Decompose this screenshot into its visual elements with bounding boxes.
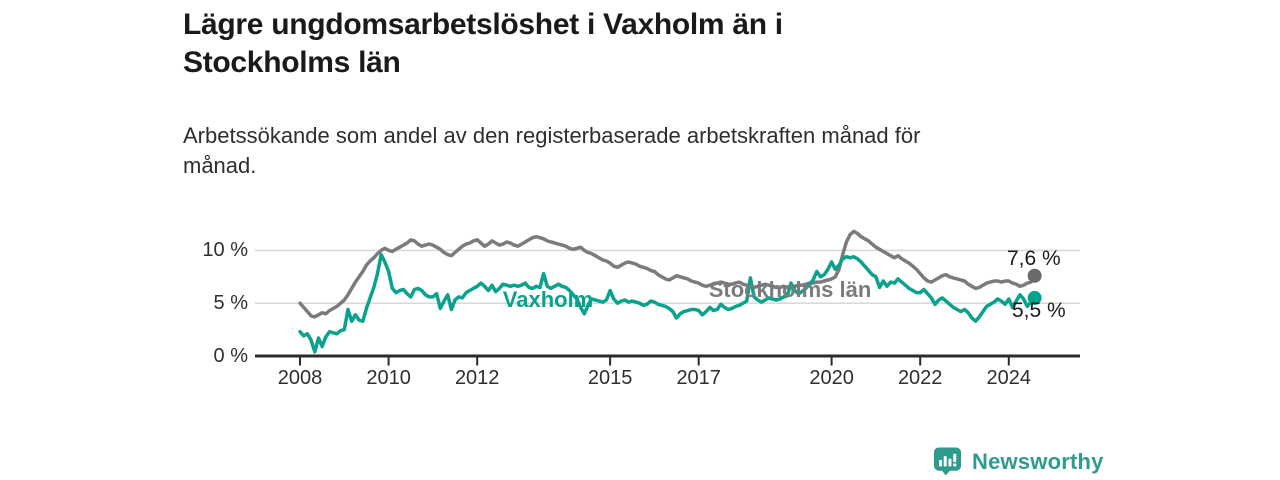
newsworthy-logo[interactable]: Newsworthy xyxy=(932,446,1104,477)
series-end-dot-stockholms-lan xyxy=(1027,268,1042,283)
series-label-vaxholm: Vaxholm xyxy=(502,287,594,312)
page-subtitle: Arbetssökande som andel av den registerb… xyxy=(183,123,921,178)
series-line-stockholms-lan xyxy=(298,229,1037,319)
end-value-vaxholm: 5,5 % xyxy=(1012,299,1066,322)
series-line-vaxholm xyxy=(298,252,1037,354)
page-title: Lägre ungdomsarbetslöshet i Vaxholm än i… xyxy=(183,8,783,79)
x-axis-tick-label: 2008 xyxy=(277,367,323,389)
y-axis-tick-label: 5 % xyxy=(213,292,248,315)
x-axis-tick-label: 2020 xyxy=(809,367,854,389)
y-axis-tick-label: 10 % xyxy=(202,239,248,262)
brand-name: Newsworthy xyxy=(972,448,1104,474)
x-axis-tick-label: 2010 xyxy=(366,367,411,389)
x-axis-tick-label: 2017 xyxy=(676,367,721,389)
y-axis-tick-label: 0 % xyxy=(213,345,248,367)
bar-chart-speech-bubble-icon xyxy=(933,447,962,476)
series-end-dot-vaxholm xyxy=(1027,290,1042,305)
end-value-stockholms-lan: 7,6 % xyxy=(1007,247,1061,270)
series-label-stockholms-lan: Stockholms län xyxy=(708,277,872,302)
x-axis-tick-label: 2012 xyxy=(454,367,500,389)
x-axis-tick-label: 2015 xyxy=(587,367,633,389)
x-axis-tick-label: 2022 xyxy=(897,367,943,389)
x-axis-tick-label: 2024 xyxy=(986,367,1032,389)
